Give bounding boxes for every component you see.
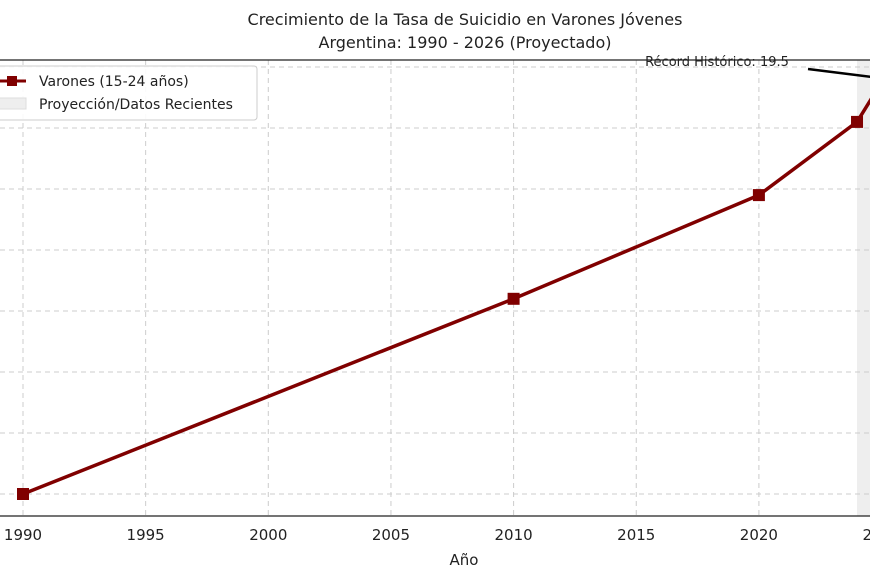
x-tick-label: 2025 — [862, 526, 870, 544]
data-point-marker — [17, 488, 29, 500]
annotation-text: Récord Histórico: 19.5 — [645, 55, 789, 70]
x-tick-label: 2000 — [249, 526, 287, 544]
data-point-marker — [507, 292, 520, 305]
series-line — [22, 97, 870, 496]
legend-label-shade: Proyección/Datos Recientes — [39, 97, 233, 113]
legend-shade-swatch — [0, 97, 27, 110]
x-tick-label: 2010 — [495, 526, 533, 544]
x-tick-label: 1995 — [127, 526, 165, 544]
legend-marker-swatch — [7, 76, 17, 86]
x-tick-label: 2020 — [740, 526, 778, 544]
x-axis-label: Año — [450, 551, 479, 569]
annotation-arrow — [807, 67, 870, 79]
x-tick-label: 2015 — [617, 526, 655, 544]
chart-title: Crecimiento de la Tasa de Suicidio en Va… — [248, 10, 683, 29]
legend-label-series: Varones (15-24 años) — [39, 74, 189, 90]
chart-subtitle: Argentina: 1990 - 2026 (Proyectado) — [319, 33, 612, 52]
legend: Varones (15-24 años) Proyección/Datos Re… — [0, 65, 258, 121]
x-tick-label: 1990 — [4, 526, 42, 544]
x-tick-label: 2005 — [372, 526, 410, 544]
data-point-marker — [752, 189, 765, 202]
data-point-marker — [851, 115, 864, 128]
shaded-region — [857, 60, 870, 516]
